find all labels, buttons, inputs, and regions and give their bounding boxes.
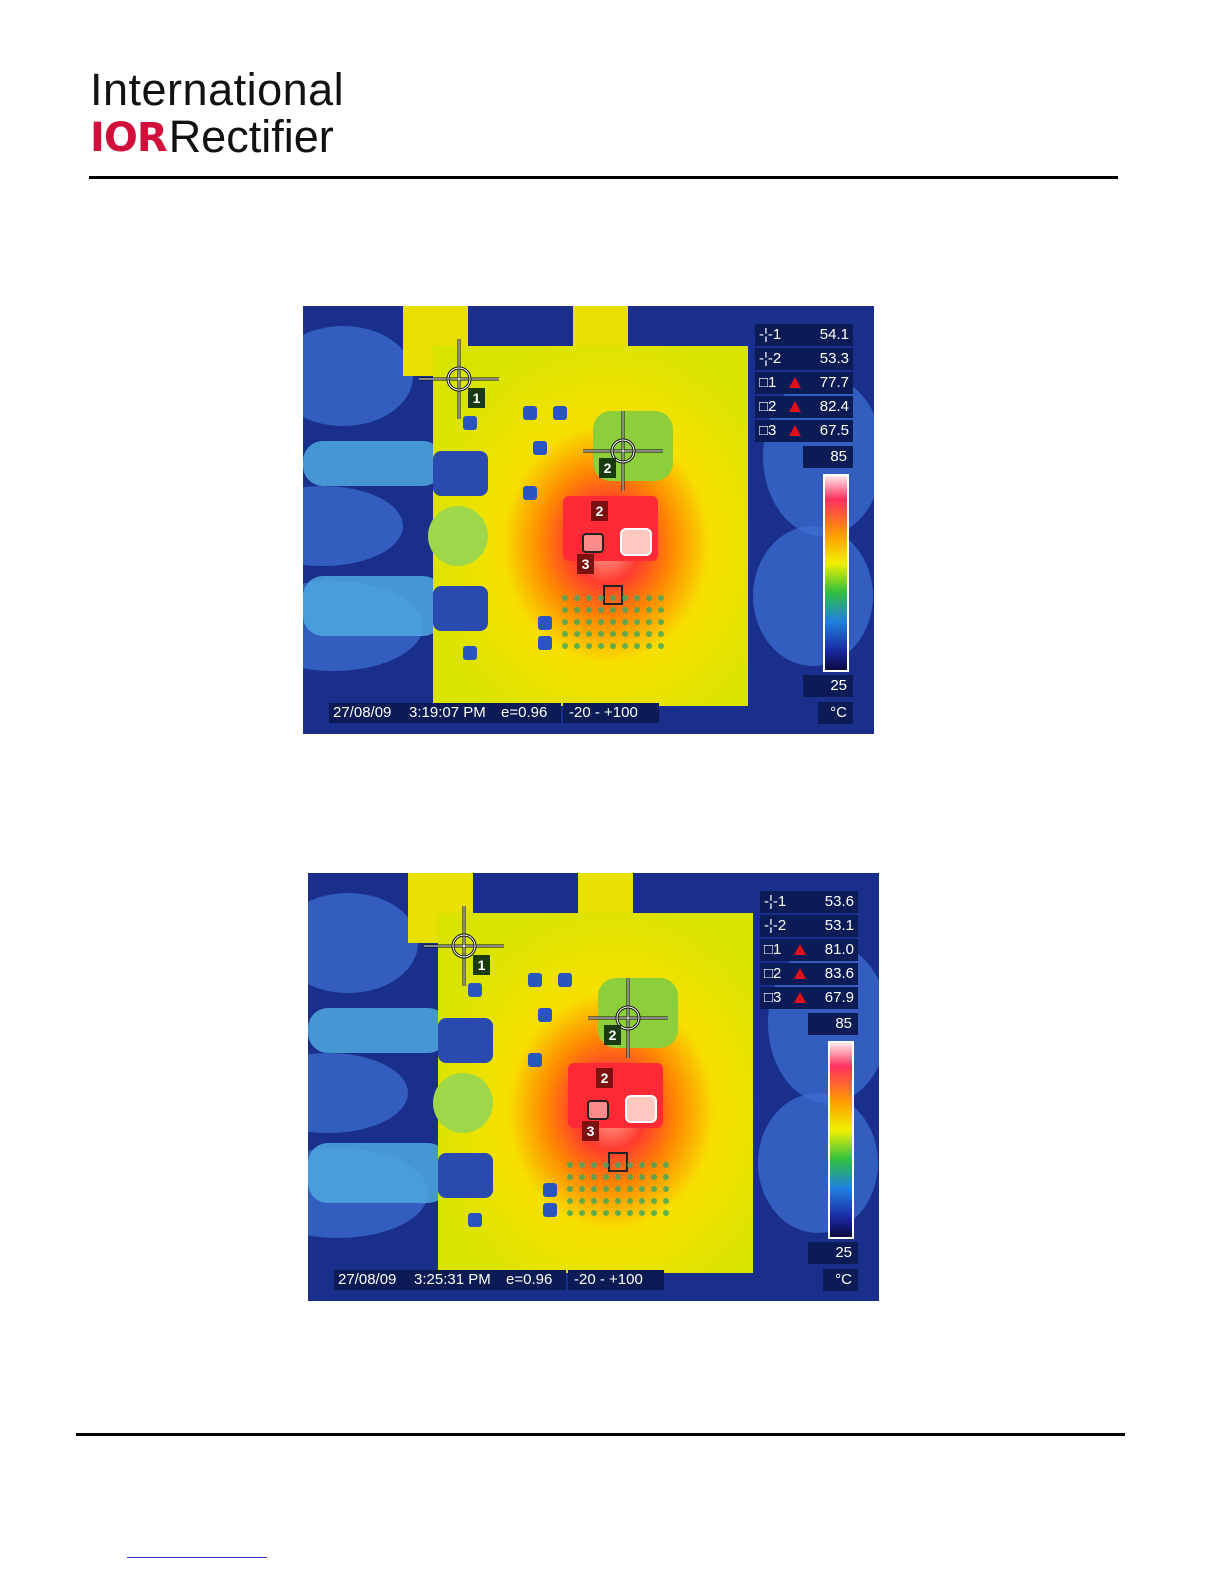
footer-rule (76, 1433, 1125, 1436)
measurement-label: □1 (764, 941, 782, 958)
capture-time: 3:25:31 PM (414, 1270, 506, 1290)
temperature-unit: °C (818, 702, 853, 724)
alarm-triangle-icon (794, 944, 806, 955)
measurement-row: □1 77.7 (755, 372, 853, 394)
alarm-triangle-icon (789, 425, 801, 436)
footer-link-underline (127, 1557, 267, 1558)
measurement-row: □2 83.6 (760, 963, 858, 985)
spot-marker-label: 3 (582, 1121, 599, 1141)
measurement-row: □3 67.5 (755, 420, 853, 442)
company-logo: International IOR Rectifier (90, 66, 360, 161)
measurement-label: -¦-1 (764, 893, 787, 910)
scale-min: 25 (803, 675, 853, 697)
emissivity-value: e=0.96 (501, 703, 561, 723)
measurement-value: 82.4 (819, 398, 849, 415)
measurement-label: □3 (759, 422, 777, 439)
logo-text-rectifier: Rectifier (168, 111, 334, 162)
capture-date: 27/08/09 (329, 703, 411, 723)
alarm-triangle-icon (794, 992, 806, 1003)
spot-marker-label: 3 (577, 554, 594, 574)
measurement-label: □2 (764, 965, 782, 982)
scale-min: 25 (808, 1242, 858, 1264)
capture-date: 27/08/09 (334, 1270, 416, 1290)
measurement-row: □2 82.4 (755, 396, 853, 418)
measurement-label: □1 (759, 374, 777, 391)
measurement-label: □3 (764, 989, 782, 1006)
measurement-value: 67.9 (824, 989, 854, 1006)
spot-marker-label: 2 (596, 1068, 613, 1088)
measurement-value: 83.6 (824, 965, 854, 982)
measurement-table: -¦-1 54.1 -¦-2 53.3 □1 77.7 □2 82.4 □3 67.5 (755, 324, 853, 449)
thermal-image-1: 1 2 2 3 -¦-1 54.1 -¦-2 53.3 □1 77.7 □2 82.4 □3 67.5 85… (303, 306, 874, 734)
spot-marker-label: 2 (599, 458, 616, 478)
color-scale-bar (823, 474, 849, 672)
measurement-value: 54.1 (819, 326, 849, 343)
measurement-value: 67.5 (819, 422, 849, 439)
measurement-value: 81.0 (824, 941, 854, 958)
spot-marker-label: 1 (473, 955, 490, 975)
measurement-row: -¦-2 53.1 (760, 915, 858, 937)
temperature-unit: °C (823, 1269, 858, 1291)
spot-marker-label: 2 (604, 1025, 621, 1045)
measurement-label: -¦-1 (759, 326, 782, 343)
alarm-triangle-icon (789, 401, 801, 412)
measurement-label: □2 (759, 398, 777, 415)
spot-marker-label: 1 (468, 388, 485, 408)
measurement-value: 53.3 (819, 350, 849, 367)
measurement-table: -¦-1 53.6 -¦-2 53.1 □1 81.0 □2 83.6 □3 67.9 (760, 891, 858, 1016)
logo-line-2: IOR Rectifier (90, 111, 334, 162)
temperature-range: -20 - +100 (563, 703, 659, 723)
capture-time: 3:19:07 PM (409, 703, 501, 723)
scale-max: 85 (808, 1013, 858, 1035)
measurement-row: -¦-1 54.1 (755, 324, 853, 346)
measurement-row: -¦-2 53.3 (755, 348, 853, 370)
logo-text-international: International (90, 64, 345, 115)
emissivity-value: e=0.96 (506, 1270, 566, 1290)
alarm-triangle-icon (789, 377, 801, 388)
measurement-row: □3 67.9 (760, 987, 858, 1009)
measurement-label: -¦-2 (764, 917, 787, 934)
measurement-label: -¦-2 (759, 350, 782, 367)
measurement-row: -¦-1 53.6 (760, 891, 858, 913)
measurement-value: 53.6 (824, 893, 854, 910)
measurement-value: 53.1 (824, 917, 854, 934)
temperature-range: -20 - +100 (568, 1270, 664, 1290)
header-rule (89, 176, 1118, 179)
logo-ior-mark: IOR (90, 115, 168, 161)
scale-max: 85 (803, 446, 853, 468)
measurement-value: 77.7 (819, 374, 849, 391)
alarm-triangle-icon (794, 968, 806, 979)
measurement-row: □1 81.0 (760, 939, 858, 961)
spot-marker-label: 2 (591, 501, 608, 521)
thermal-image-2: 1 2 2 3 -¦-1 53.6 -¦-2 53.1 □1 81.0 □2 83.6 □3 67.9 85… (308, 873, 879, 1301)
color-scale-bar (828, 1041, 854, 1239)
